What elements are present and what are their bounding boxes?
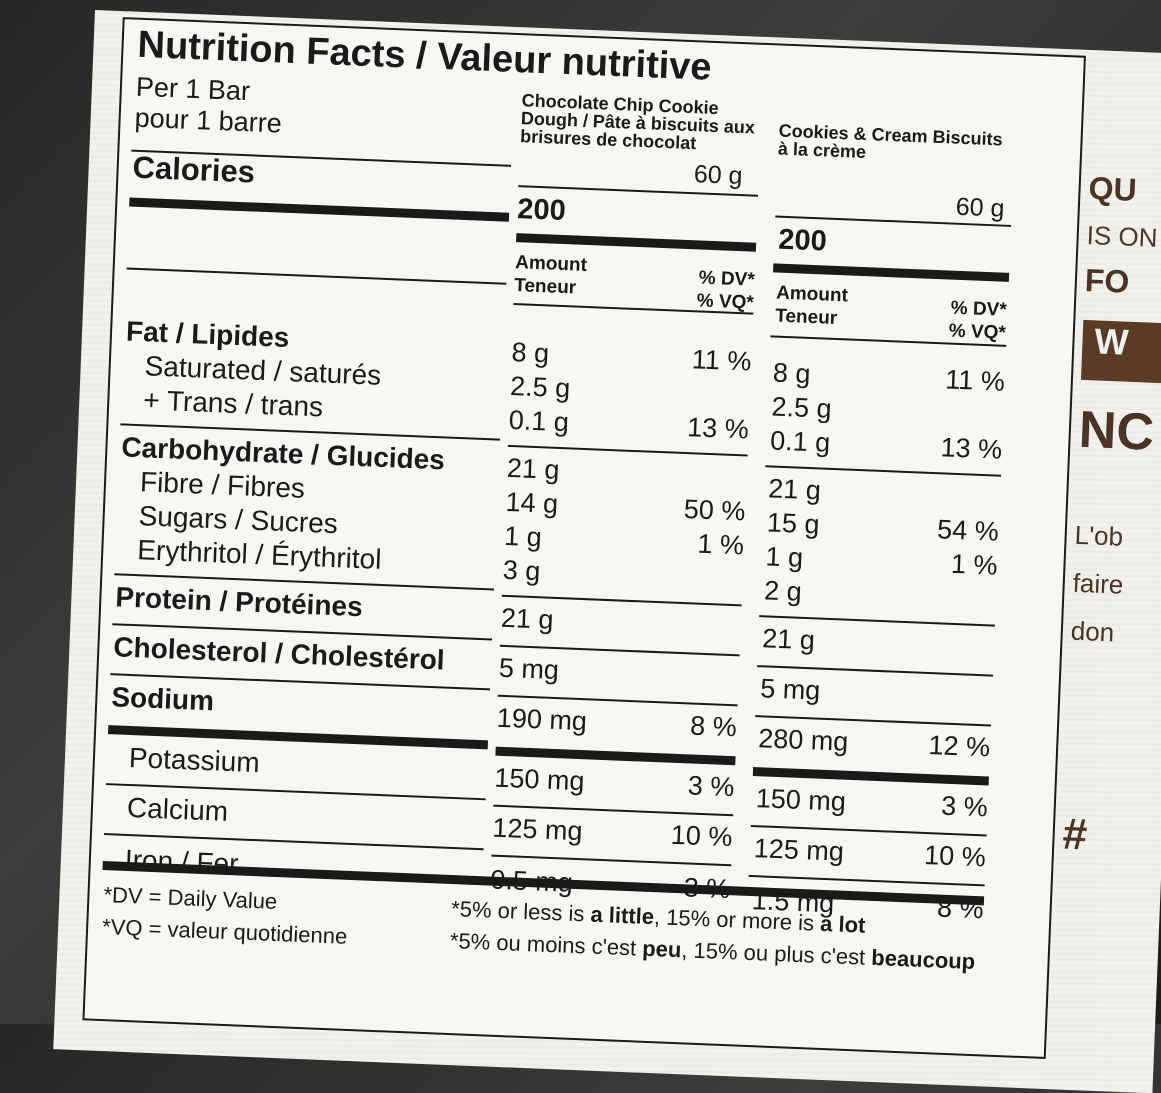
product-box: Nutrition Facts / Valeur nutritive Per 1…	[53, 10, 1161, 1093]
product-1-amount: 2.5 g	[509, 370, 571, 404]
product-2-dv: 12 %	[928, 730, 991, 763]
product-2-amount: 21 g	[761, 623, 816, 656]
product-2-dv	[918, 397, 1004, 400]
product-2-amount: 2 g	[763, 575, 803, 607]
product-1-dv: 50 %	[683, 494, 746, 527]
side-text-don: don	[1070, 615, 1115, 648]
serving-description: Per 1 Bar pour 1 barre	[134, 72, 283, 140]
nutrient-label: Fibre / Fibres	[139, 466, 306, 504]
product-2-amount: 8 g	[772, 357, 812, 389]
product-1-dv: 8 %	[689, 710, 738, 743]
nutrient-label: Sodium	[110, 681, 215, 717]
product-1-amount: 150 mg	[493, 762, 586, 797]
product-1-dv: 11 %	[691, 344, 753, 377]
nutrient-label: Cholesterol / Cholestérol	[112, 631, 446, 676]
product-2-dv	[911, 581, 997, 584]
product-1-dv: 3 %	[687, 770, 735, 803]
product-1-amount: 21 g	[506, 452, 561, 485]
side-text-fo: FO	[1084, 261, 1131, 300]
side-text-is-on: IS ON	[1086, 219, 1159, 253]
product-2-amount: 125 mg	[753, 833, 845, 867]
product-2-amount: 2.5 g	[771, 391, 833, 424]
product-1-amount: 5 mg	[498, 652, 560, 686]
product-2-dv	[909, 629, 995, 632]
product-1-amount: 14 g	[504, 486, 559, 519]
product-2-amount-header: Amount Teneur	[774, 282, 849, 330]
nutrient-label: Protein / Protéines	[114, 581, 364, 623]
product-1-dv	[666, 377, 751, 380]
side-text-faire: faire	[1072, 567, 1124, 600]
product-2-dv	[907, 679, 993, 682]
side-text-nc: NC	[1077, 400, 1156, 462]
calories-label: Calories	[132, 149, 256, 190]
product-2-amount: 21 g	[767, 473, 822, 506]
product-1-amount: 125 mg	[491, 812, 584, 847]
product-2-dv: 10 %	[923, 839, 987, 873]
product-1-dv	[656, 609, 741, 612]
serving-fr: pour 1 barre	[134, 102, 283, 139]
nutrient-label: Potassium	[128, 741, 261, 779]
product-2-amount: 150 mg	[755, 783, 847, 817]
product-1-amount: 3 g	[502, 554, 541, 587]
product-1-dv	[658, 561, 743, 564]
product-2-dv: 13 %	[939, 432, 1003, 465]
product-1-dv: 13 %	[686, 412, 750, 445]
product-1-dv: 10 %	[670, 819, 733, 853]
product-2-amount: 15 g	[766, 507, 821, 540]
side-text-hash: #	[1061, 809, 1089, 860]
product-2-dv: 1 %	[950, 548, 999, 581]
side-text-w: W	[1080, 319, 1161, 384]
side-text-lob: L'ob	[1074, 519, 1124, 552]
nutrient-label: Fat / Lipides	[125, 315, 290, 354]
side-text-qu: QU	[1087, 170, 1138, 208]
product-2-amount: 5 mg	[759, 673, 821, 706]
nutrient-label: + Trans / trans	[142, 384, 324, 423]
product-1-dv-header: % DV* % VQ*	[696, 267, 756, 314]
product-1-amount: 1 g	[503, 520, 543, 553]
product-2-amount: 280 mg	[757, 723, 849, 757]
product-1-serving-size: 60 g	[693, 160, 744, 191]
product-1-amount: 0.1 g	[508, 404, 570, 438]
product-2-amount: 1 g	[765, 541, 804, 573]
product-1-dv	[662, 459, 747, 462]
product-1-amount: 8 g	[511, 337, 550, 369]
product-2-dv	[915, 479, 1001, 482]
product-1-amount-header: Amount Teneur	[513, 252, 588, 299]
footnote-definitions: *DV = Daily Value *VQ = valeur quotidien…	[102, 879, 350, 953]
product-2-name: Cookies & Cream Biscuits à la crème	[777, 120, 1004, 163]
product-1-calories: 200	[516, 193, 567, 228]
nutrient-label: Erythritol / Érythritol	[136, 534, 383, 575]
product-2-serving-size: 60 g	[955, 192, 1005, 223]
product-1-amount: 190 mg	[496, 702, 588, 737]
product-2-dv: 54 %	[936, 514, 1000, 547]
product-1-amount: 21 g	[500, 602, 555, 635]
product-2-dv: 3 %	[940, 790, 989, 823]
product-2-amount: 0.1 g	[769, 425, 831, 458]
product-2-dv: 11 %	[944, 364, 1006, 397]
nutrient-label: Sugars / Sucres	[138, 500, 339, 540]
product-2-calories: 200	[777, 223, 828, 258]
product-2-dv-header: % DV* % VQ*	[948, 297, 1008, 344]
product-1-dv	[654, 659, 739, 662]
product-1-name: Chocolate Chip Cookie Dough / Pâte à bis…	[519, 90, 756, 154]
product-1-dv: 1 %	[696, 528, 745, 561]
nutrient-label: Calcium	[126, 791, 229, 827]
nutrition-facts-panel: Nutrition Facts / Valeur nutritive Per 1…	[82, 17, 1086, 1059]
